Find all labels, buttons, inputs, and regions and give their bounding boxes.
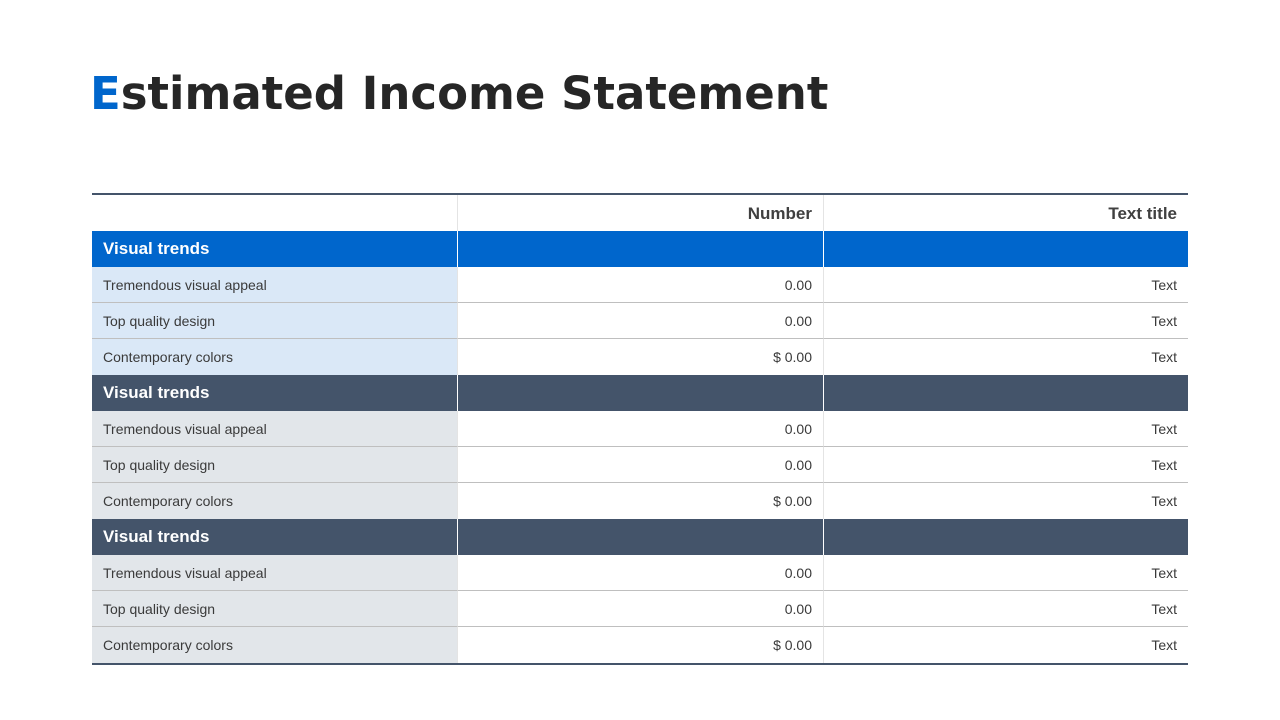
- title-rest: stimated Income Statement: [120, 67, 829, 120]
- income-statement-table: Number Text title Visual trends Tremendo…: [92, 193, 1188, 665]
- table-row: Top quality design 0.00 Text: [92, 303, 1188, 339]
- table-header-row: Number Text title: [92, 195, 1188, 231]
- row-label: Contemporary colors: [92, 339, 457, 375]
- table-row: Tremendous visual appeal 0.00 Text: [92, 267, 1188, 303]
- row-label: Top quality design: [92, 447, 457, 483]
- row-text: Text: [823, 483, 1188, 519]
- row-number: 0.00: [457, 267, 823, 303]
- table-row: Contemporary colors $ 0.00 Text: [92, 339, 1188, 375]
- section-cell: [457, 519, 823, 555]
- row-number: $ 0.00: [457, 627, 823, 663]
- row-number: $ 0.00: [457, 483, 823, 519]
- row-text: Text: [823, 339, 1188, 375]
- row-label: Contemporary colors: [92, 627, 457, 663]
- section-header-row: Visual trends: [92, 375, 1188, 411]
- section-label: Visual trends: [92, 375, 457, 411]
- section-cell: [823, 519, 1188, 555]
- row-text: Text: [823, 303, 1188, 339]
- row-label: Tremendous visual appeal: [92, 555, 457, 591]
- table-row: Top quality design 0.00 Text: [92, 447, 1188, 483]
- row-number: 0.00: [457, 447, 823, 483]
- row-label: Tremendous visual appeal: [92, 411, 457, 447]
- table-row: Contemporary colors $ 0.00 Text: [92, 483, 1188, 519]
- row-text: Text: [823, 411, 1188, 447]
- section-header-row: Visual trends: [92, 231, 1188, 267]
- row-number: 0.00: [457, 411, 823, 447]
- row-label: Contemporary colors: [92, 483, 457, 519]
- header-cell-label: [92, 195, 457, 231]
- row-label: Tremendous visual appeal: [92, 267, 457, 303]
- row-text: Text: [823, 627, 1188, 663]
- table-row: Contemporary colors $ 0.00 Text: [92, 627, 1188, 663]
- header-cell-number: Number: [457, 195, 823, 231]
- row-number: $ 0.00: [457, 339, 823, 375]
- section-header-row: Visual trends: [92, 519, 1188, 555]
- title-first-letter: E: [90, 67, 121, 120]
- row-text: Text: [823, 447, 1188, 483]
- row-number: 0.00: [457, 591, 823, 627]
- section-cell: [457, 375, 823, 411]
- table-row: Tremendous visual appeal 0.00 Text: [92, 411, 1188, 447]
- row-number: 0.00: [457, 303, 823, 339]
- row-text: Text: [823, 591, 1188, 627]
- page-title: Estimated Income Statement: [90, 66, 828, 122]
- section-cell: [823, 231, 1188, 267]
- section-label: Visual trends: [92, 519, 457, 555]
- section-cell: [457, 231, 823, 267]
- table-row: Tremendous visual appeal 0.00 Text: [92, 555, 1188, 591]
- section-label: Visual trends: [92, 231, 457, 267]
- section-cell: [823, 375, 1188, 411]
- row-text: Text: [823, 555, 1188, 591]
- row-label: Top quality design: [92, 303, 457, 339]
- row-label: Top quality design: [92, 591, 457, 627]
- header-cell-text-title: Text title: [823, 195, 1188, 231]
- table-row: Top quality design 0.00 Text: [92, 591, 1188, 627]
- row-number: 0.00: [457, 555, 823, 591]
- row-text: Text: [823, 267, 1188, 303]
